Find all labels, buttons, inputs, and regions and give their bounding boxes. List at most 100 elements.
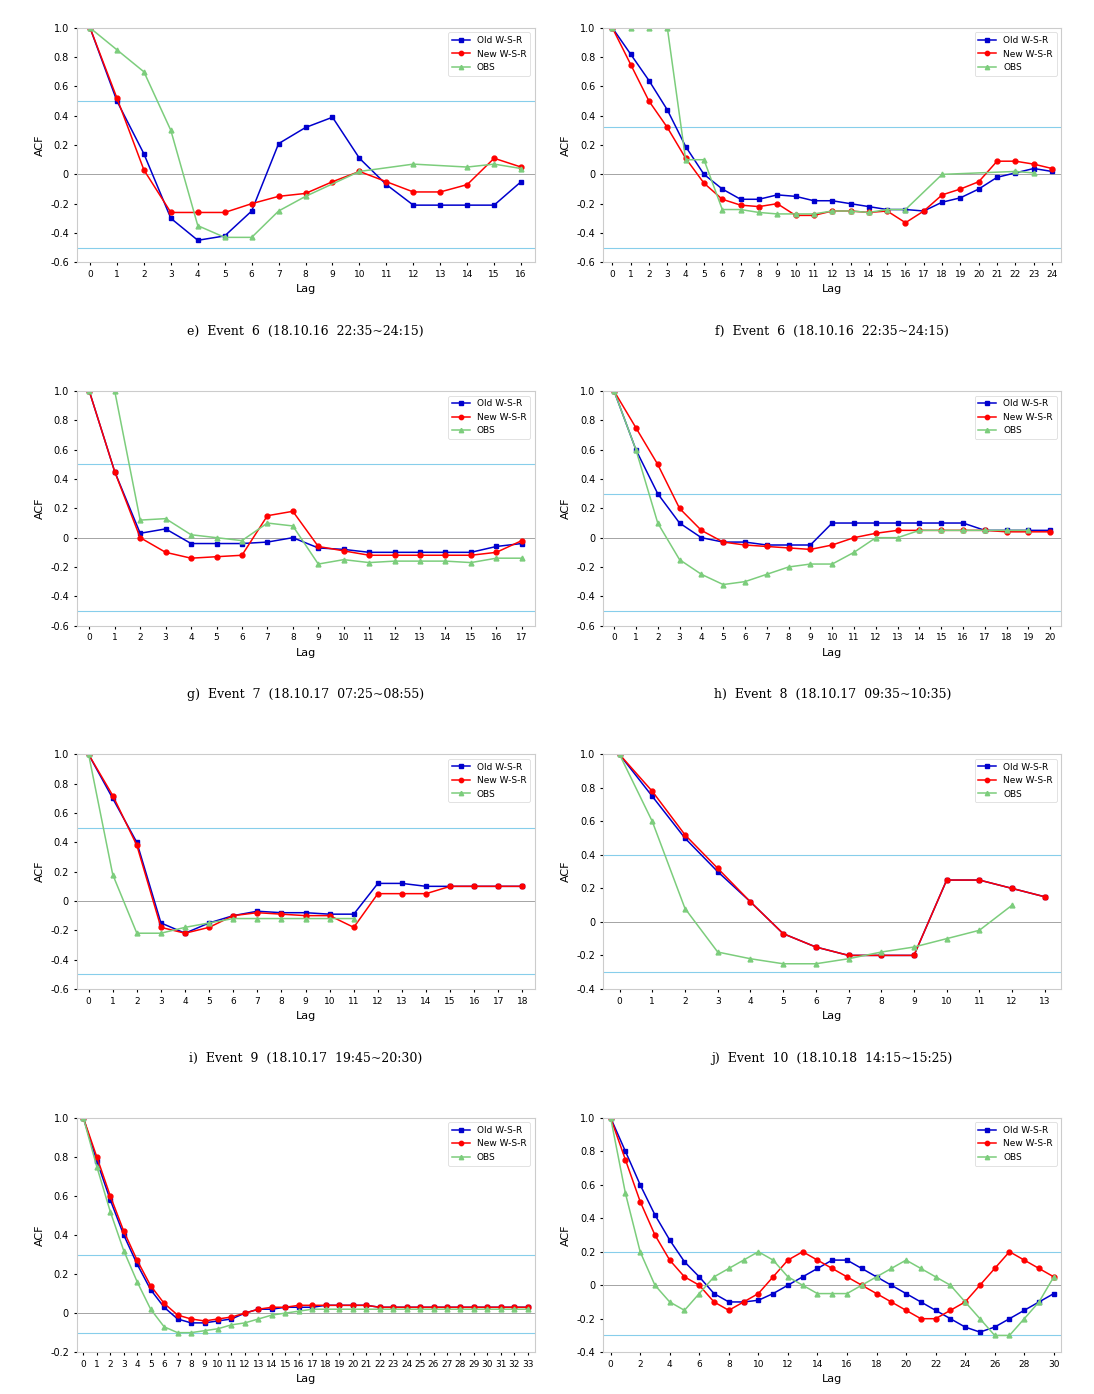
OBS [912,521,926,538]
Old W-S-R [464,544,477,560]
Text: h)  Event  8  (18.10.17  09:35~10:35): h) Event 8 (18.10.17 09:35~10:35) [713,689,951,701]
OBS [752,1243,765,1260]
Old W-S-R [159,520,172,537]
New W-S-R [138,162,151,178]
Old W-S-R [117,1227,130,1243]
Y-axis label: ACF: ACF [561,1224,571,1246]
New W-S-R [144,1277,158,1294]
New W-S-R [371,885,384,902]
OBS [117,1242,130,1259]
Old W-S-R [737,1294,750,1310]
OBS [956,521,969,538]
New W-S-R [935,187,948,204]
New W-S-R [407,184,420,201]
New W-S-R [159,544,172,560]
Old W-S-R [490,538,503,555]
OBS [82,746,95,763]
Old W-S-R [862,198,875,215]
OBS [83,20,96,36]
OBS [958,1294,971,1310]
Line: OBS: OBS [86,751,357,935]
New W-S-R [826,1260,839,1277]
New W-S-R [110,89,124,106]
New W-S-R [104,1188,117,1204]
Old W-S-R [912,514,926,531]
Old W-S-R [604,1110,617,1126]
Old W-S-R [734,191,747,208]
New W-S-R [1047,1269,1060,1285]
Old W-S-R [651,485,664,502]
Old W-S-R [202,914,216,931]
New W-S-R [738,537,752,553]
Old W-S-R [226,907,240,924]
OBS [198,1323,211,1340]
Old W-S-R [678,1253,691,1270]
OBS [494,1301,508,1317]
Old W-S-R [386,1299,399,1316]
OBS [737,1252,750,1269]
New W-S-R [875,947,888,963]
New W-S-R [973,173,986,190]
New W-S-R [649,1227,662,1243]
OBS [661,20,674,36]
OBS [347,910,360,927]
Old W-S-R [722,1294,735,1310]
OBS [722,1260,735,1277]
Old W-S-R [514,173,527,190]
Old W-S-R [789,188,802,205]
OBS [804,556,817,573]
Old W-S-R [210,535,223,552]
Old W-S-R [1022,521,1035,538]
New W-S-R [679,151,693,167]
Old W-S-R [899,201,912,217]
OBS [842,951,856,967]
New W-S-R [154,919,167,935]
New W-S-R [693,1277,706,1294]
New W-S-R [781,1252,794,1269]
OBS [929,1269,942,1285]
Text: i)  Event  9  (18.10.17  19:45~20:30): i) Event 9 (18.10.17 19:45~20:30) [189,1051,422,1065]
OBS [1027,164,1040,181]
OBS [108,383,121,400]
OBS [678,1302,691,1319]
Old W-S-R [130,834,143,850]
New W-S-R [235,546,248,563]
Old W-S-R [826,192,839,209]
New W-S-R [83,20,96,36]
Old W-S-R [1005,880,1019,896]
New W-S-R [414,1299,427,1316]
OBS [238,1315,252,1331]
OBS [693,1285,706,1302]
OBS [738,573,752,590]
OBS [885,1260,898,1277]
New W-S-R [826,202,839,219]
OBS [272,202,286,219]
Old W-S-R [461,197,474,213]
Old W-S-R [488,197,501,213]
New W-S-R [912,521,926,538]
OBS [881,201,894,217]
Old W-S-R [1000,521,1013,538]
Legend: Old W-S-R, New W-S-R, OBS: Old W-S-R, New W-S-R, OBS [975,1122,1057,1165]
New W-S-R [388,546,401,563]
OBS [90,1158,103,1175]
OBS [978,521,991,538]
New W-S-R [915,1310,928,1327]
Old W-S-R [842,947,856,963]
New W-S-R [1027,156,1040,173]
New W-S-R [360,1296,373,1313]
New W-S-R [521,1299,534,1316]
New W-S-R [722,1302,735,1319]
OBS [353,163,366,180]
Old W-S-R [427,1299,440,1316]
New W-S-R [386,1299,399,1316]
OBS [275,910,288,927]
Old W-S-R [1044,521,1057,538]
Old W-S-R [625,46,638,63]
Text: f)  Event  6  (18.10.16  22:35~24:15): f) Event 6 (18.10.16 22:35~24:15) [715,325,950,337]
Line: Old W-S-R: Old W-S-R [86,751,525,935]
Y-axis label: ACF: ACF [561,861,571,882]
New W-S-R [439,546,452,563]
OBS [907,938,920,955]
OBS [875,944,888,960]
